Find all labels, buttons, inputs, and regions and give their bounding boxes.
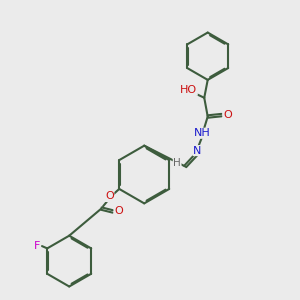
Text: O: O — [105, 191, 114, 202]
Text: N: N — [193, 146, 202, 156]
Text: O: O — [223, 110, 232, 120]
Text: NH: NH — [194, 128, 211, 138]
Text: O: O — [114, 206, 123, 217]
Text: F: F — [34, 241, 40, 250]
Text: H: H — [173, 158, 181, 168]
Text: HO: HO — [180, 85, 197, 95]
